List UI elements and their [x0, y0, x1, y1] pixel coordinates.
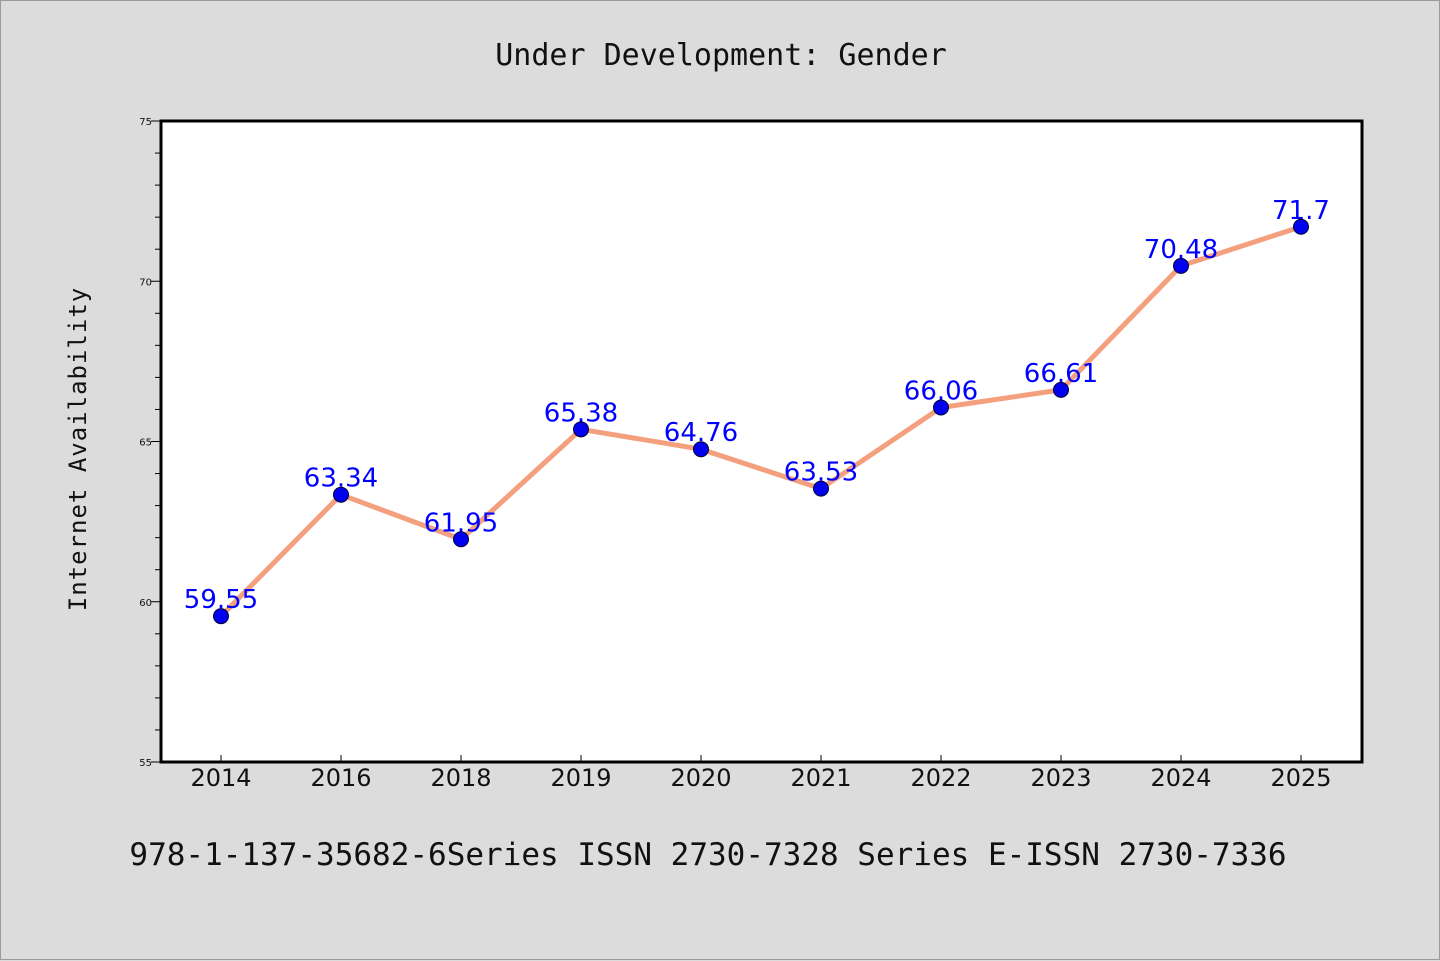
data-point-marker — [453, 531, 469, 548]
x-tick-label: 2016 — [310, 764, 371, 792]
data-point-marker — [573, 421, 589, 438]
data-point-marker — [693, 441, 709, 458]
x-axis: 2014 2016 2018 2019 2020 2021 2022 2023 2024 2025 — [190, 755, 1332, 792]
data-label: 71.7 — [1272, 196, 1330, 226]
x-tick-label: 2020 — [670, 764, 731, 792]
y-axis-label: Internet Availability — [64, 287, 92, 611]
series-line — [218, 224, 1304, 619]
data-point-marker — [1053, 381, 1069, 398]
markers-group — [213, 218, 1309, 625]
y-tick-label: 60 — [139, 598, 152, 609]
data-label: 65.38 — [544, 398, 618, 428]
x-tick-label: 2025 — [1270, 764, 1331, 792]
y-tick-label: 55 — [139, 758, 152, 769]
x-tick-label: 2019 — [550, 764, 611, 792]
data-label: 63.34 — [304, 464, 378, 494]
footer-isbn-text: 978-1-137-35682-6Series ISSN 2730-7328 S… — [129, 837, 1286, 873]
y-tick-label: 75 — [139, 117, 152, 128]
x-tick-label: 2024 — [1150, 764, 1211, 792]
data-point-marker — [1293, 218, 1309, 235]
data-label: 63.53 — [784, 458, 858, 488]
data-label: 64.76 — [664, 418, 738, 448]
x-tick-label: 2023 — [1030, 764, 1091, 792]
y-tick-label: 70 — [139, 277, 152, 288]
y-axis: 55 60 65 70 75 — [139, 117, 161, 769]
data-label: 59.55 — [184, 585, 258, 615]
data-point-marker — [933, 399, 949, 416]
y-tick-label: 65 — [139, 438, 152, 449]
x-tick-label: 2021 — [790, 764, 851, 792]
data-label: 61.95 — [424, 508, 498, 538]
data-label: 66.06 — [904, 377, 978, 407]
plot-area — [159, 119, 1364, 764]
data-point-marker — [813, 480, 829, 497]
data-label: 70.48 — [1144, 235, 1218, 265]
series-line-group — [218, 224, 1304, 619]
data-labels-group: 59.55 63.34 61.95 65.38 64.76 63.53 66.06 66.61… — [184, 196, 1330, 615]
data-point-marker — [333, 486, 349, 503]
x-tick-label: 2018 — [430, 764, 491, 792]
data-point-marker — [1173, 257, 1189, 274]
data-label: 66.61 — [1024, 359, 1098, 389]
x-tick-label: 2022 — [910, 764, 971, 792]
x-tick-label: 2014 — [190, 764, 251, 792]
data-point-marker — [213, 608, 229, 625]
chart-title: Under Development: Gender — [495, 38, 947, 73]
